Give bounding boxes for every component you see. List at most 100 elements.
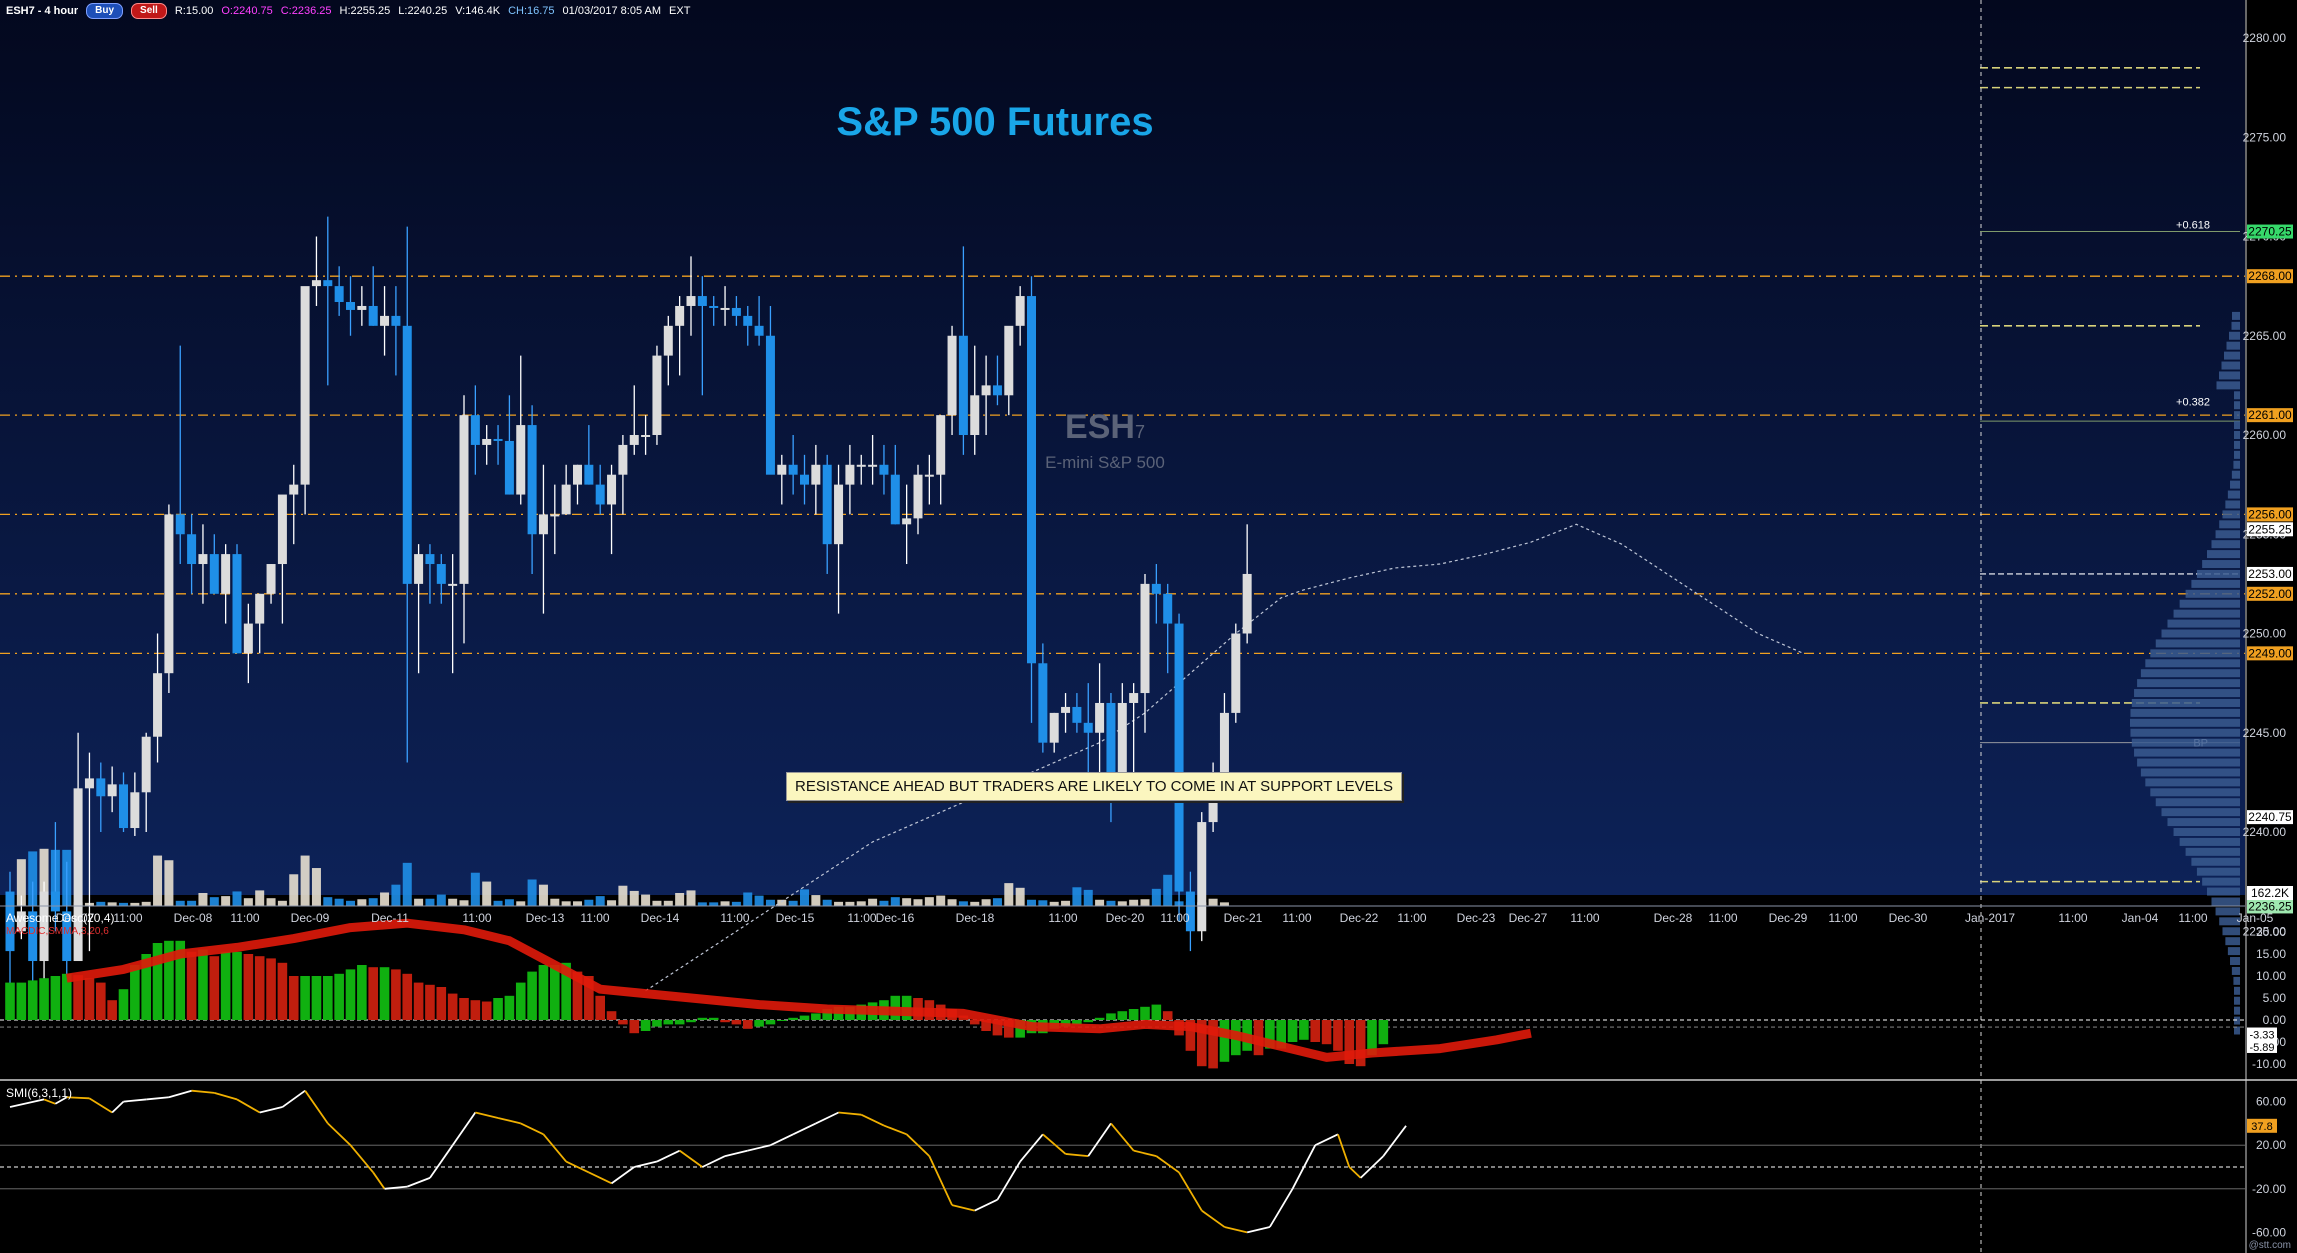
ao-bar <box>277 962 288 1020</box>
candle-body <box>992 385 1002 396</box>
volume-bar <box>607 900 617 906</box>
price-label-text: 2240.75 <box>2248 810 2292 824</box>
candle-body <box>141 736 151 793</box>
candle-body <box>255 593 265 624</box>
candle-body <box>731 307 741 316</box>
candle-body <box>380 315 390 326</box>
volume-profile-bar <box>2202 877 2240 886</box>
ao-bar <box>118 989 129 1020</box>
volume-bar <box>357 899 367 906</box>
volume-bar <box>493 900 503 906</box>
volume-bar <box>119 902 128 906</box>
smi-segment <box>327 1122 352 1146</box>
open-value: O:2240.75 <box>221 5 273 17</box>
volume-bar <box>243 898 253 906</box>
candle-body <box>811 464 821 485</box>
candle-body <box>84 778 94 789</box>
smi-last-label: 37.8 <box>2251 1121 2272 1133</box>
volume-label-box <box>2247 886 2293 900</box>
ao-bar <box>969 1020 980 1025</box>
ao-bar <box>447 993 458 1020</box>
candle-body <box>119 784 128 829</box>
volume-bar <box>992 898 1002 906</box>
volume-bar <box>720 901 730 906</box>
candle-body <box>902 518 912 525</box>
volume-profile-bar <box>2207 887 2240 896</box>
volume-bar <box>311 868 321 906</box>
volume-bar <box>16 859 26 906</box>
ao-bar <box>96 982 106 1020</box>
ao-bar <box>493 998 503 1020</box>
volume-profile-bar <box>2207 550 2240 559</box>
ao-bar <box>538 965 549 1020</box>
sell-button[interactable]: Sell <box>131 3 167 19</box>
price-label-text: 2255.25 <box>2248 522 2292 536</box>
x-tick-label: Dec-22 <box>1340 911 1379 925</box>
watermark-name: E-mini S&P 500 <box>1045 453 1165 472</box>
ao-bar <box>481 1001 492 1020</box>
ao-bar <box>777 1020 787 1021</box>
volume-bar <box>902 898 912 906</box>
volume-profile-bar <box>2227 947 2240 956</box>
candle-body <box>1151 583 1161 594</box>
price-label-text: 2252.00 <box>2248 587 2292 601</box>
ao-bar <box>527 971 537 1020</box>
smi-segment <box>451 1111 477 1146</box>
smi-segment <box>1110 1122 1135 1152</box>
candle-body <box>1185 891 1195 932</box>
annotation-note[interactable]: RESISTANCE AHEAD BUT TRADERS ARE LIKELY … <box>786 772 1402 801</box>
smi-tick-label: -60.00 <box>2252 1225 2286 1239</box>
smi-segment <box>565 1160 590 1174</box>
symbol-label[interactable]: ESH7 - 4 hour <box>6 5 79 17</box>
candle-body <box>1015 296 1025 326</box>
buy-button[interactable]: Buy <box>86 3 124 19</box>
smi-last-box <box>2247 1118 2277 1133</box>
ao-bar <box>311 976 322 1020</box>
volume-profile-bar <box>2234 1016 2240 1025</box>
volume-bar <box>482 881 492 906</box>
candle-body <box>1219 712 1229 783</box>
candle-body <box>436 564 446 584</box>
candle-body <box>1197 822 1207 932</box>
ao-bar <box>640 1020 651 1031</box>
volume-bar <box>686 890 696 906</box>
ao-bar <box>697 1017 708 1020</box>
candle-body <box>300 286 310 485</box>
smi-segment <box>168 1089 192 1099</box>
candle-body <box>391 315 401 326</box>
watermark-symbol: ESH <box>1065 408 1135 446</box>
candle-body <box>243 623 253 654</box>
volume-profile-bar <box>2202 560 2240 569</box>
volume-bar <box>346 900 355 906</box>
volume-profile-bar <box>2233 460 2240 469</box>
smi-segment <box>1291 1144 1317 1190</box>
x-tick-label: Dec-18 <box>956 911 995 925</box>
x-tick-label: 11:00 <box>230 911 259 925</box>
price-label-text: 2253.00 <box>2248 567 2292 581</box>
price-label-box <box>2247 269 2293 284</box>
ao-bar <box>584 976 594 1020</box>
ao-bar <box>107 1000 117 1020</box>
smi-segment <box>883 1124 907 1136</box>
candle-body <box>720 307 730 310</box>
smi-segment <box>588 1171 612 1185</box>
ao-bar <box>652 1020 662 1027</box>
ao-bar <box>141 954 151 1020</box>
candle-body <box>28 911 38 962</box>
volume-bar <box>175 900 185 906</box>
smi-segment <box>679 1149 703 1168</box>
ao-bar <box>436 987 447 1020</box>
ao-bar <box>1185 1020 1196 1051</box>
volume-profile-bar <box>2234 450 2240 459</box>
smi-segment <box>1337 1134 1351 1168</box>
smi-segment <box>996 1161 1021 1201</box>
volume-profile-bar <box>2196 569 2240 578</box>
volume-bar <box>504 899 514 906</box>
ao-bar <box>686 1020 696 1023</box>
volume-profile-bar <box>2145 778 2240 787</box>
x-tick-label: Dec-16 <box>876 911 915 925</box>
volume-profile-bar <box>2231 321 2240 330</box>
x-tick-label: Dec-11 <box>371 911 409 925</box>
volume-bar <box>323 897 333 906</box>
